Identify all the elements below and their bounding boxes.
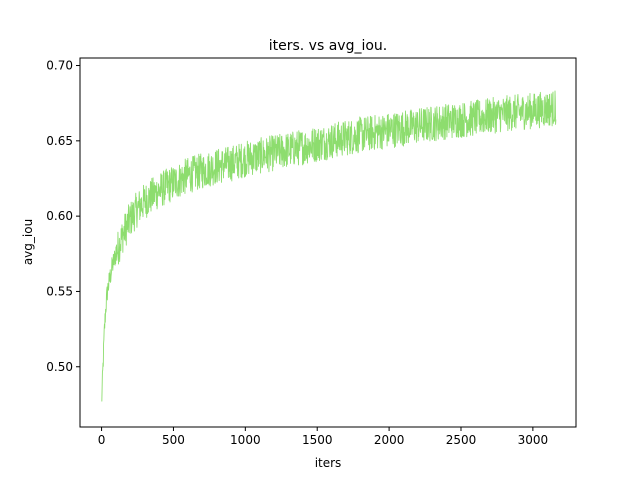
x-axis: 0 500 1000 1500 2000 2500 3000 bbox=[98, 427, 548, 447]
x-tick-label: 1500 bbox=[302, 433, 333, 447]
plot-area bbox=[80, 58, 576, 427]
x-tick-label: 2500 bbox=[446, 433, 477, 447]
y-tick-label: 0.55 bbox=[46, 284, 73, 298]
x-tick-label: 2000 bbox=[374, 433, 405, 447]
y-axis-label: avg_iou bbox=[21, 219, 35, 265]
x-tick-label: 1000 bbox=[230, 433, 261, 447]
chart-title: iters. vs avg_iou. bbox=[269, 38, 388, 54]
x-tick-label: 0 bbox=[98, 433, 106, 447]
y-tick-label: 0.50 bbox=[46, 360, 73, 374]
x-tick-label: 3000 bbox=[518, 433, 549, 447]
y-tick-label: 0.70 bbox=[46, 59, 73, 73]
y-axis: 0.50 0.55 0.60 0.65 0.70 bbox=[46, 59, 80, 374]
plot-frame bbox=[79, 57, 577, 428]
x-axis-label: iters bbox=[315, 456, 342, 470]
series-layer bbox=[101, 90, 557, 402]
x-tick-label: 500 bbox=[162, 433, 185, 447]
y-tick-label: 0.60 bbox=[46, 209, 73, 223]
y-tick-label: 0.65 bbox=[46, 134, 73, 148]
series-line bbox=[101, 90, 557, 402]
